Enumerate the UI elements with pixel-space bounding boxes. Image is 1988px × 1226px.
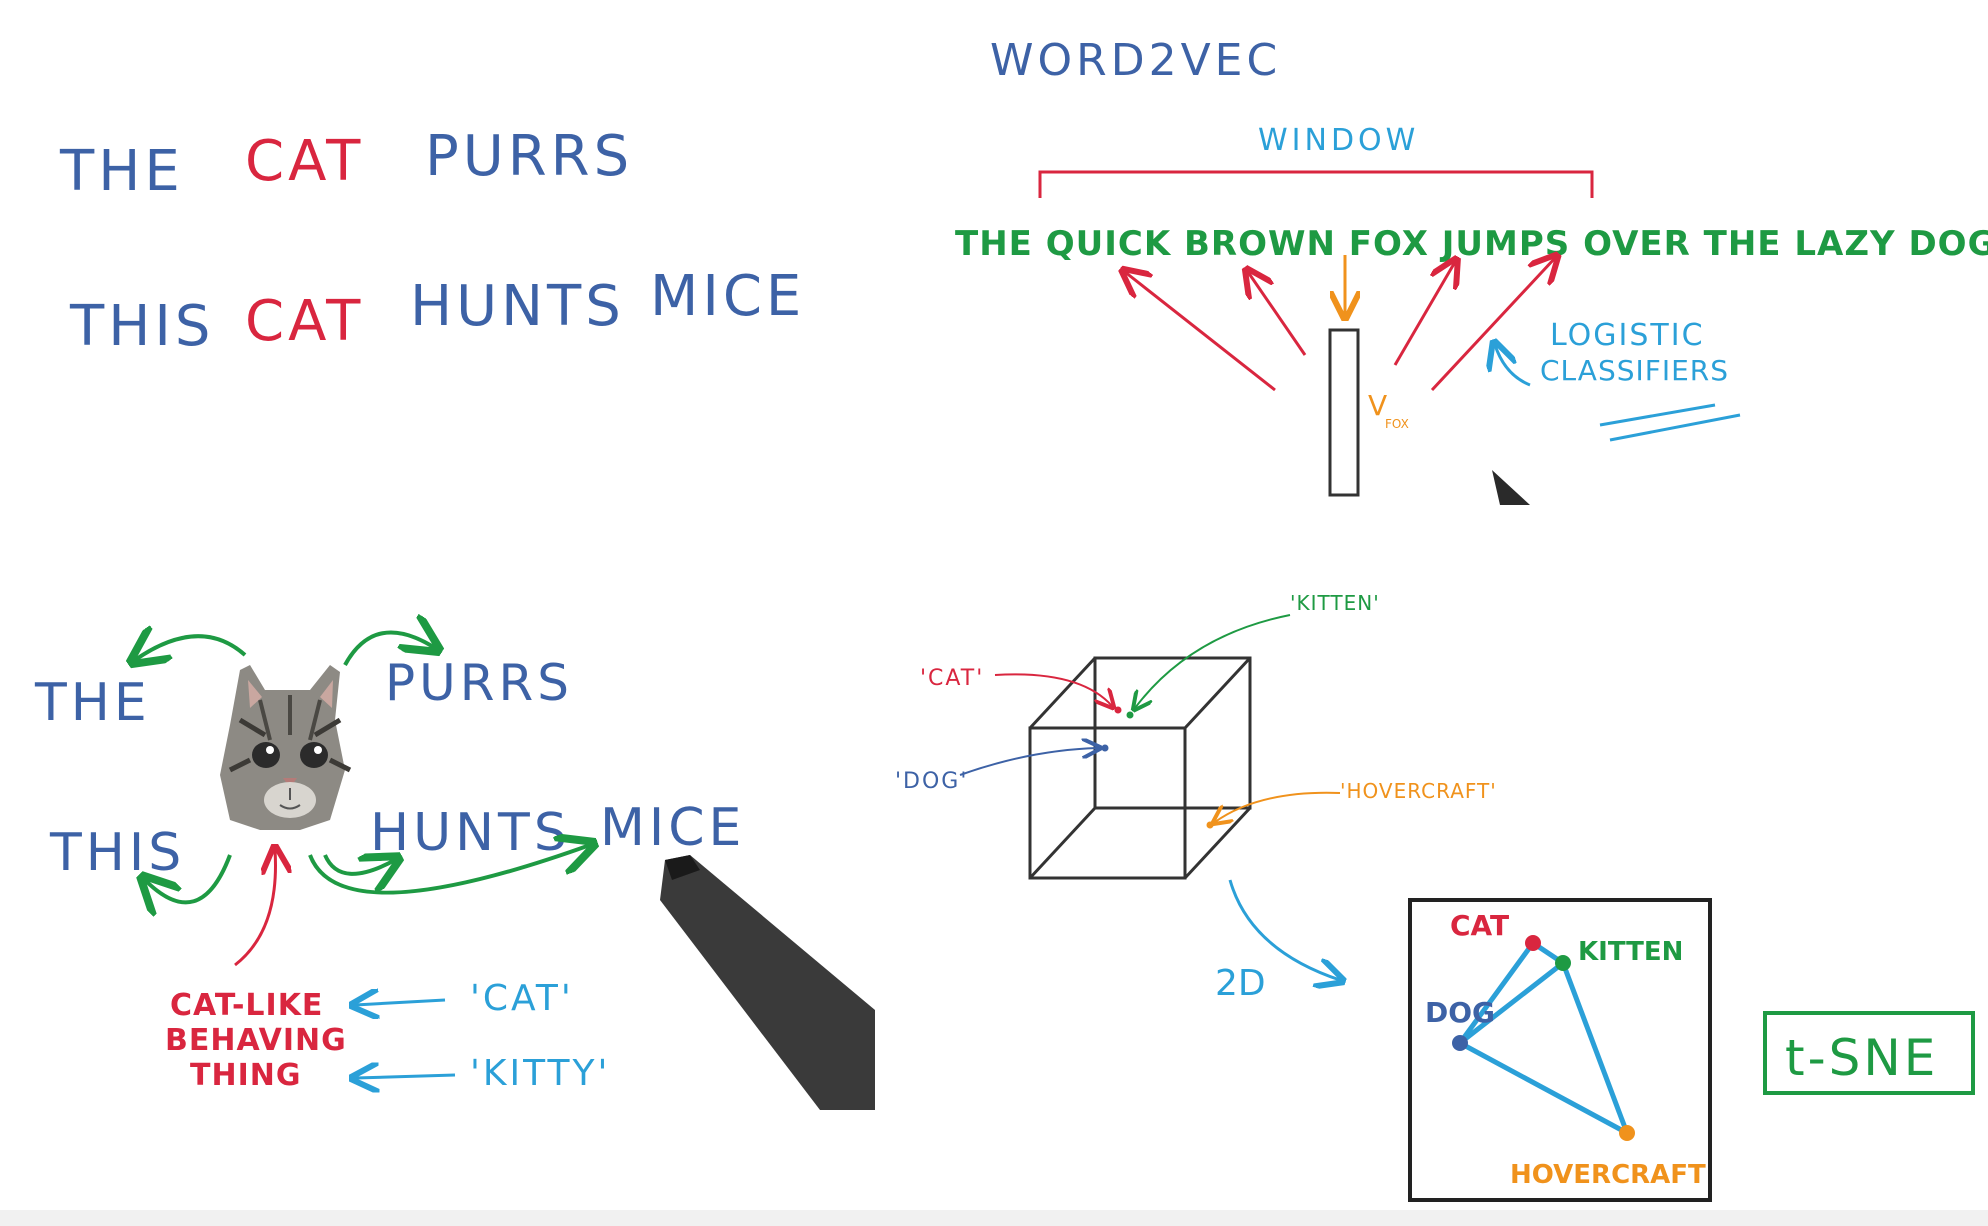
word2vec-title: WORD2VEC — [990, 35, 1281, 86]
tsne-method-label: t-SNE — [1785, 1029, 1938, 1087]
vector-fox-box — [1328, 328, 1360, 497]
tsne-label-cat: CAT — [1450, 909, 1509, 942]
token-cat: 'CAT' — [470, 978, 574, 1019]
ctx-word-this: THIS — [49, 823, 185, 883]
label-hovercraft-3d: 'HOVERCRAFT' — [1340, 779, 1497, 803]
token-kitty: 'KITTY' — [470, 1053, 610, 1094]
word-hunts: HUNTS — [410, 274, 625, 339]
word-purrs: PURRS — [425, 124, 633, 189]
arrow-to-over — [1430, 258, 1555, 392]
arrow-cat-to-mice — [308, 845, 590, 895]
classifier-label-2: CLASSIFIERS — [1540, 354, 1729, 387]
panel-sentences: THE CAT PURRS THIS CAT HUNTS MICE — [59, 124, 805, 359]
tsne-point-kitten — [1555, 955, 1571, 971]
footer-strip — [0, 1210, 1988, 1226]
arrow-to-jumps — [1393, 262, 1455, 366]
concept-line-2: BEHAVING — [165, 1023, 347, 1058]
word-cat: CAT — [245, 129, 364, 194]
arrow-cat-to-hunts — [323, 855, 395, 874]
vector-subscript: FOX — [1385, 417, 1409, 431]
marker-pen — [660, 855, 875, 1110]
ctx-word-the: THE — [34, 673, 151, 733]
tsne-plot-frame — [1408, 898, 1712, 1202]
label-dog-3d: 'DOG' — [895, 769, 968, 794]
tsne-label-dog: DOG — [1425, 996, 1495, 1029]
tsne-label-hovercraft: HOVERCRAFT — [1510, 1160, 1706, 1190]
point-hovercraft-3d — [1206, 821, 1214, 829]
pen-tip-top — [1492, 470, 1530, 505]
word-cat-2: CAT — [245, 289, 364, 354]
tsne-method-box — [1763, 1011, 1975, 1095]
point-cat-3d — [1114, 706, 1122, 714]
point-kitten-3d — [1126, 711, 1134, 719]
arrow-token-kitty — [355, 1075, 456, 1078]
projection-label: 2D — [1215, 963, 1266, 1004]
arrow-token-cat — [355, 1000, 446, 1005]
classifier-label-1: LOGISTIC — [1550, 318, 1705, 353]
label-cat-3d: 'CAT' — [920, 666, 984, 691]
tsne-point-cat — [1525, 935, 1541, 951]
kitten-image — [220, 665, 352, 830]
window-sentence: THE QUICK BROWN FOX JUMPS OVER THE LAZY … — [955, 224, 1988, 264]
panel-embedding: 'CAT' 'KITTEN' 'DOG' 'HOVERCRAFT' 2D CAT… — [895, 591, 1975, 1202]
panel-cat-context: THE PURRS THIS HUNTS MICE CAT-LIKE — [34, 632, 875, 1110]
ctx-word-hunts: HUNTS — [370, 803, 571, 863]
ctx-word-mice: MICE — [600, 798, 745, 858]
arrow-concept-to-cat — [234, 850, 276, 967]
tsne-label-kitten: KITTEN — [1578, 937, 1683, 967]
arrow-classifier — [1495, 345, 1531, 387]
label-kitten-3d: 'KITTEN' — [1290, 591, 1380, 615]
tsne-point-hovercraft — [1619, 1125, 1635, 1141]
arrow-projection — [1228, 879, 1340, 980]
word-mice: MICE — [650, 264, 805, 329]
window-label: WINDOW — [1258, 123, 1419, 158]
point-dog-3d — [1101, 744, 1109, 752]
tsne-edges — [1457, 940, 1630, 1136]
underline-1 — [1599, 403, 1716, 427]
window-bracket — [1038, 170, 1594, 198]
arrow-cat-to-this — [145, 854, 232, 902]
arrow-to-the — [1125, 272, 1276, 392]
panel-word2vec: WORD2VEC WINDOW THE QUICK BROWN FOX JUMP… — [955, 35, 1988, 505]
tsne-point-dog — [1452, 1035, 1468, 1051]
underline-2 — [1609, 413, 1741, 442]
embedding-cube — [1028, 656, 1252, 880]
vector-label: V — [1368, 389, 1387, 422]
concept-line-1: CAT-LIKE — [170, 988, 323, 1023]
word-the: THE — [59, 139, 184, 204]
arrow-to-quick — [1248, 272, 1307, 356]
word-this: THIS — [69, 294, 214, 359]
concept-line-3: THING — [190, 1058, 301, 1093]
arrow-cat-to-the — [135, 636, 247, 660]
ctx-word-purrs: PURRS — [385, 654, 573, 712]
arrow-cat-to-purrs — [343, 632, 435, 666]
